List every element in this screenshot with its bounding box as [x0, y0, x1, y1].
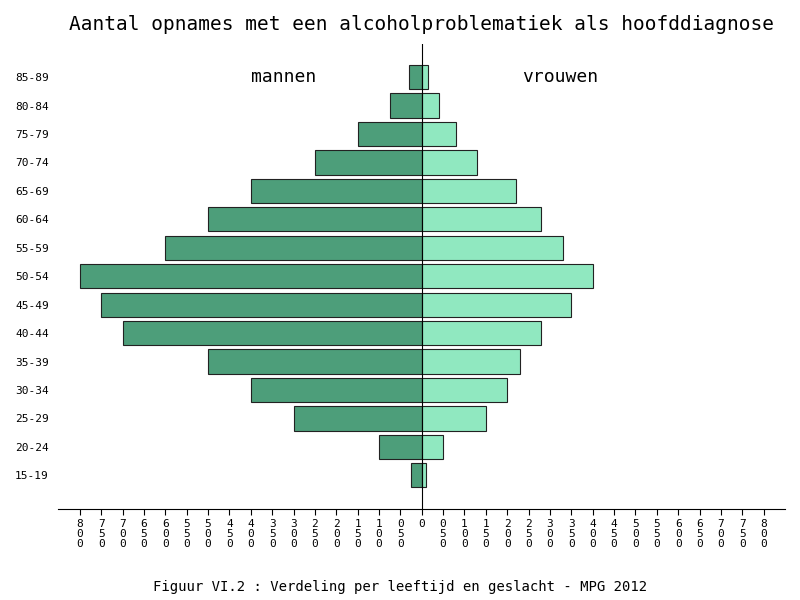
Bar [422, 65, 428, 89]
Bar [422, 94, 439, 118]
Bar [390, 94, 422, 118]
Bar [379, 435, 422, 459]
Bar [250, 179, 422, 203]
Text: Figuur VI.2 : Verdeling per leeftijd en geslacht - MPG 2012: Figuur VI.2 : Verdeling per leeftijd en … [153, 580, 647, 594]
Bar [422, 151, 478, 175]
Bar [422, 349, 520, 374]
Bar [122, 321, 422, 345]
Text: mannen: mannen [251, 68, 316, 86]
Bar [422, 463, 426, 487]
Bar [358, 122, 422, 146]
Title: Aantal opnames met een alcoholproblematiek als hoofddiagnose: Aantal opnames met een alcoholproblemati… [70, 15, 774, 34]
Bar [409, 65, 422, 89]
Bar [315, 151, 422, 175]
Text: vrouwen: vrouwen [522, 68, 598, 86]
Bar [422, 406, 486, 431]
Bar [422, 435, 443, 459]
Bar [422, 293, 571, 317]
Bar [422, 236, 562, 260]
Bar [294, 406, 422, 431]
Bar [422, 122, 456, 146]
Bar [208, 349, 422, 374]
Bar [422, 264, 593, 289]
Bar [80, 264, 422, 289]
Bar [102, 293, 422, 317]
Bar [166, 236, 422, 260]
Bar [422, 179, 516, 203]
Bar [208, 207, 422, 232]
Bar [422, 207, 542, 232]
Bar [250, 378, 422, 402]
Bar [422, 321, 542, 345]
Bar [411, 463, 422, 487]
Bar [422, 378, 507, 402]
